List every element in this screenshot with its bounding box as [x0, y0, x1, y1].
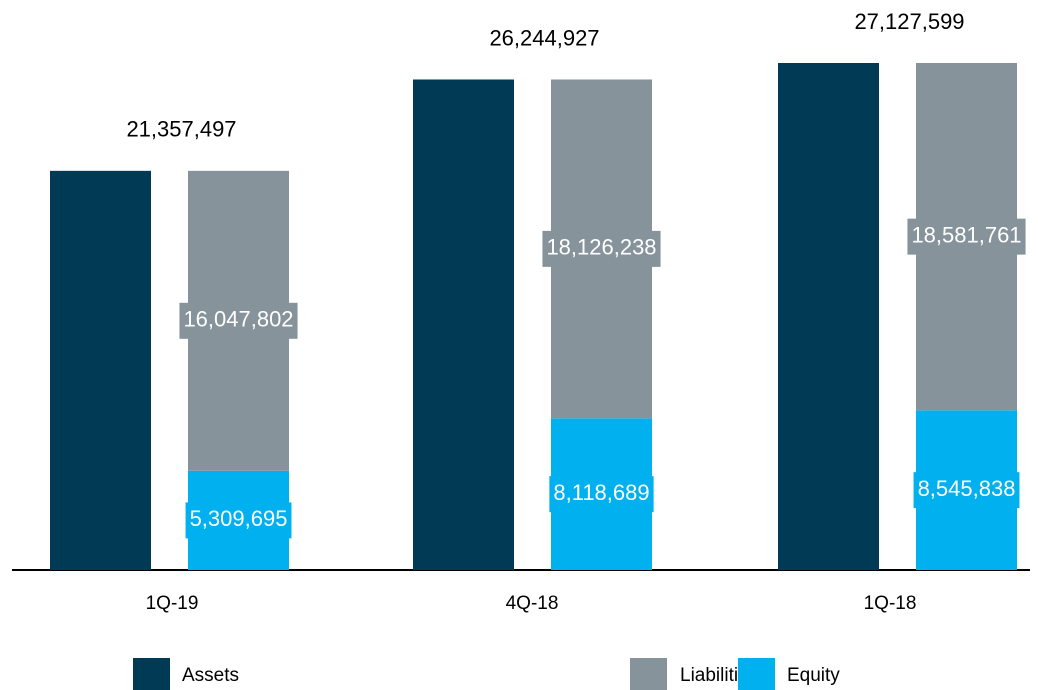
x-tick-label: 4Q-18	[506, 593, 559, 614]
data-label: 21,357,497	[126, 117, 236, 142]
bar	[413, 79, 514, 571]
data-label: 8,118,689	[553, 480, 649, 505]
data-label: 18,126,238	[546, 235, 656, 260]
data-label: 16,047,802	[183, 307, 293, 332]
data-label: 18,581,761	[911, 222, 1021, 247]
x-tick-label: 1Q-19	[146, 593, 199, 614]
label-box	[913, 472, 1020, 509]
data-label: 8,545,838	[918, 476, 1016, 501]
label-box	[549, 476, 654, 513]
legend-label: Assets	[182, 665, 239, 686]
data-label: 27,127,599	[854, 9, 964, 34]
legend-swatch	[738, 658, 775, 690]
legend-label: Equity	[787, 665, 840, 686]
data-label: 5,309,695	[190, 506, 288, 531]
bar	[50, 170, 151, 570]
x-tick-label: 1Q-18	[864, 593, 917, 614]
label-box	[179, 302, 298, 339]
label-box	[542, 230, 661, 267]
legend-swatch	[630, 658, 667, 690]
label-box	[907, 218, 1026, 255]
bar	[778, 63, 879, 570]
data-label: 26,244,927	[489, 25, 599, 50]
legend-swatch	[133, 658, 170, 690]
label-box	[185, 502, 292, 539]
